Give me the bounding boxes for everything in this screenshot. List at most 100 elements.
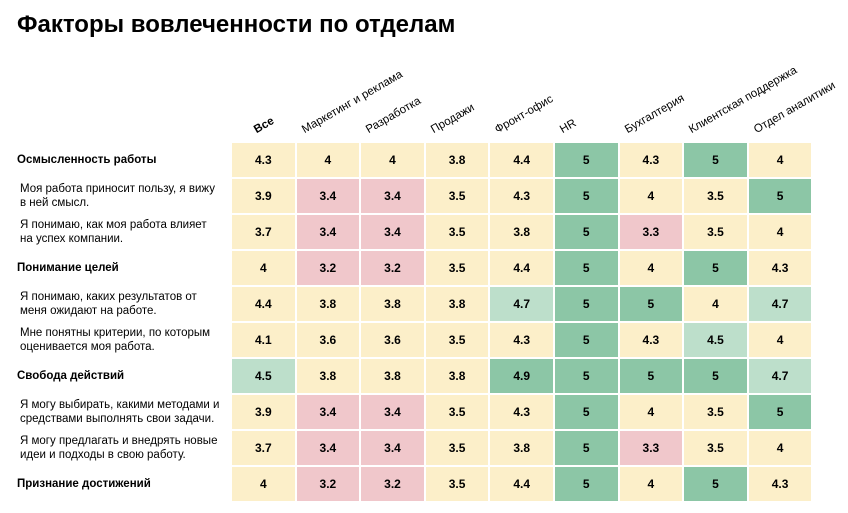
heatmap-cell: 3.4 (296, 431, 360, 465)
heatmap-cell: 5 (684, 143, 747, 177)
heatmap-cell: 4 (748, 215, 812, 249)
heatmap-cell: 3.9 (232, 395, 295, 429)
heatmap-cell: 5 (554, 287, 618, 321)
row-label: Мне понятны критерии, по которым оценива… (20, 326, 211, 353)
heatmap-cell: 4 (619, 467, 683, 501)
heatmap-cell: 5 (619, 359, 683, 393)
heatmap-cell: 3.7 (232, 431, 295, 465)
heatmap-cell: 3.5 (684, 395, 747, 429)
heatmap-grid: Все Маркетинг и реклама Разработка Продажи Ф… (10, 63, 838, 501)
heatmap-cell: 5 (554, 179, 618, 213)
heatmap-cell: 3.4 (361, 215, 424, 249)
heatmap-cell: 4.5 (232, 359, 295, 393)
row-label: Я могу выбирать, какими методами и средс… (20, 398, 220, 425)
heatmap-cell: 4 (619, 395, 683, 429)
column-header-7: Бухгалтерия (620, 63, 687, 141)
heatmap-cell: 3.4 (296, 395, 360, 429)
column-header-9: Отдел аналитики (749, 63, 838, 141)
heatmap-cell: 3.5 (684, 215, 747, 249)
heatmap-cell: 4.7 (748, 359, 812, 393)
heatmap-cell: 3.8 (296, 359, 360, 393)
heatmap-cell: 3.5 (425, 431, 489, 465)
heatmap-cell: 4 (619, 251, 683, 285)
heatmap-cell: 3.8 (490, 431, 553, 465)
heatmap-cell: 3.4 (361, 179, 424, 213)
heatmap-cell: 4 (748, 323, 812, 357)
column-header-6: HR (555, 63, 618, 141)
heatmap-cell: 3.8 (425, 287, 489, 321)
heatmap-cell: 4.3 (490, 395, 553, 429)
column-header-3: Разработка (361, 63, 424, 141)
heatmap-cell: 3.6 (296, 323, 360, 357)
page-title: Факторы вовлеченности по отделам (17, 11, 456, 38)
row-label: Я понимаю, каких результатов от меня ожи… (20, 290, 197, 317)
row-label: Понимание целей (17, 261, 119, 274)
heatmap-cell: 3.4 (361, 431, 424, 465)
heatmap-cell: 5 (554, 143, 618, 177)
heatmap-cell: 5 (748, 179, 812, 213)
heatmap-cell: 4.3 (232, 143, 295, 177)
row-label: Я могу предлагать и внедрять новые идеи … (20, 434, 218, 461)
heatmap-cell: 4 (748, 431, 812, 465)
heatmap-cell: 3.2 (361, 251, 424, 285)
heatmap-cell: 3.2 (361, 467, 424, 501)
column-header-label: Продажи (428, 101, 477, 136)
heatmap-cell: 5 (554, 359, 618, 393)
heatmap-cell: 5 (748, 395, 812, 429)
column-header-label: Разработка (364, 94, 424, 136)
heatmap-cell: 4.5 (684, 323, 747, 357)
column-header-5: Фронт-офис (490, 63, 556, 141)
heatmap-cell: 4.3 (490, 323, 553, 357)
column-header-2: Маркетинг и реклама (297, 63, 405, 141)
column-header-label: Фронт-офис (493, 93, 556, 136)
heatmap-cell: 5 (554, 215, 618, 249)
row-label: Признание достижений (17, 477, 151, 490)
heatmap-cell: 3.5 (684, 431, 747, 465)
column-header-8: Клиентская поддержка (684, 63, 799, 141)
heatmap-cell: 4.3 (748, 251, 812, 285)
column-header-label: Все (252, 115, 277, 136)
heatmap-cell: 3.4 (296, 179, 360, 213)
heatmap-cell: 3.2 (296, 467, 360, 501)
heatmap-cell: 4.7 (490, 287, 553, 321)
heatmap-cell: 3.8 (425, 359, 489, 393)
heatmap-cell: 4.3 (619, 323, 683, 357)
heatmap-cell: 3.6 (361, 323, 424, 357)
column-header-label: HR (557, 117, 579, 136)
heatmap-cell: 4.1 (232, 323, 295, 357)
heatmap-cell: 3.4 (296, 215, 360, 249)
heatmap-cell: 5 (619, 287, 683, 321)
row-label: Свобода действий (17, 369, 125, 382)
heatmap-cell: 3.8 (296, 287, 360, 321)
heatmap-cell: 4 (232, 467, 295, 501)
heatmap-cell: 3.5 (425, 179, 489, 213)
heatmap-cell: 3.4 (361, 395, 424, 429)
heatmap-cell: 4 (232, 251, 295, 285)
heatmap-cell: 4.3 (748, 467, 812, 501)
heatmap-cell: 4.4 (232, 287, 295, 321)
heatmap-cell: 4.9 (490, 359, 553, 393)
heatmap-cell: 5 (684, 251, 747, 285)
column-header-4: Продажи (426, 63, 489, 141)
heatmap-cell: 3.8 (425, 143, 489, 177)
heatmap-cell: 4 (748, 143, 812, 177)
row-label: Осмысленность работы (17, 153, 157, 166)
heatmap-cell: 3.5 (425, 467, 489, 501)
column-header-label: Отдел аналитики (751, 79, 838, 136)
heatmap-cell: 5 (554, 395, 618, 429)
heatmap-cell: 3.8 (490, 215, 553, 249)
heatmap-cell: 4 (619, 179, 683, 213)
heatmap-cell: 5 (684, 467, 747, 501)
heatmap-cell: 3.5 (425, 215, 489, 249)
heatmap-cell: 4 (296, 143, 360, 177)
heatmap-cell: 4.4 (490, 251, 553, 285)
heatmap-cell: 4.7 (748, 287, 812, 321)
heatmap-cell: 5 (554, 251, 618, 285)
table-corner (10, 63, 230, 141)
heatmap-cell: 3.9 (232, 179, 295, 213)
row-label: Я понимаю, как моя работа влияет на успе… (20, 218, 207, 245)
heatmap-cell: 4 (361, 143, 424, 177)
heatmap-cell: 3.5 (425, 395, 489, 429)
heatmap-cell: 4.3 (490, 179, 553, 213)
